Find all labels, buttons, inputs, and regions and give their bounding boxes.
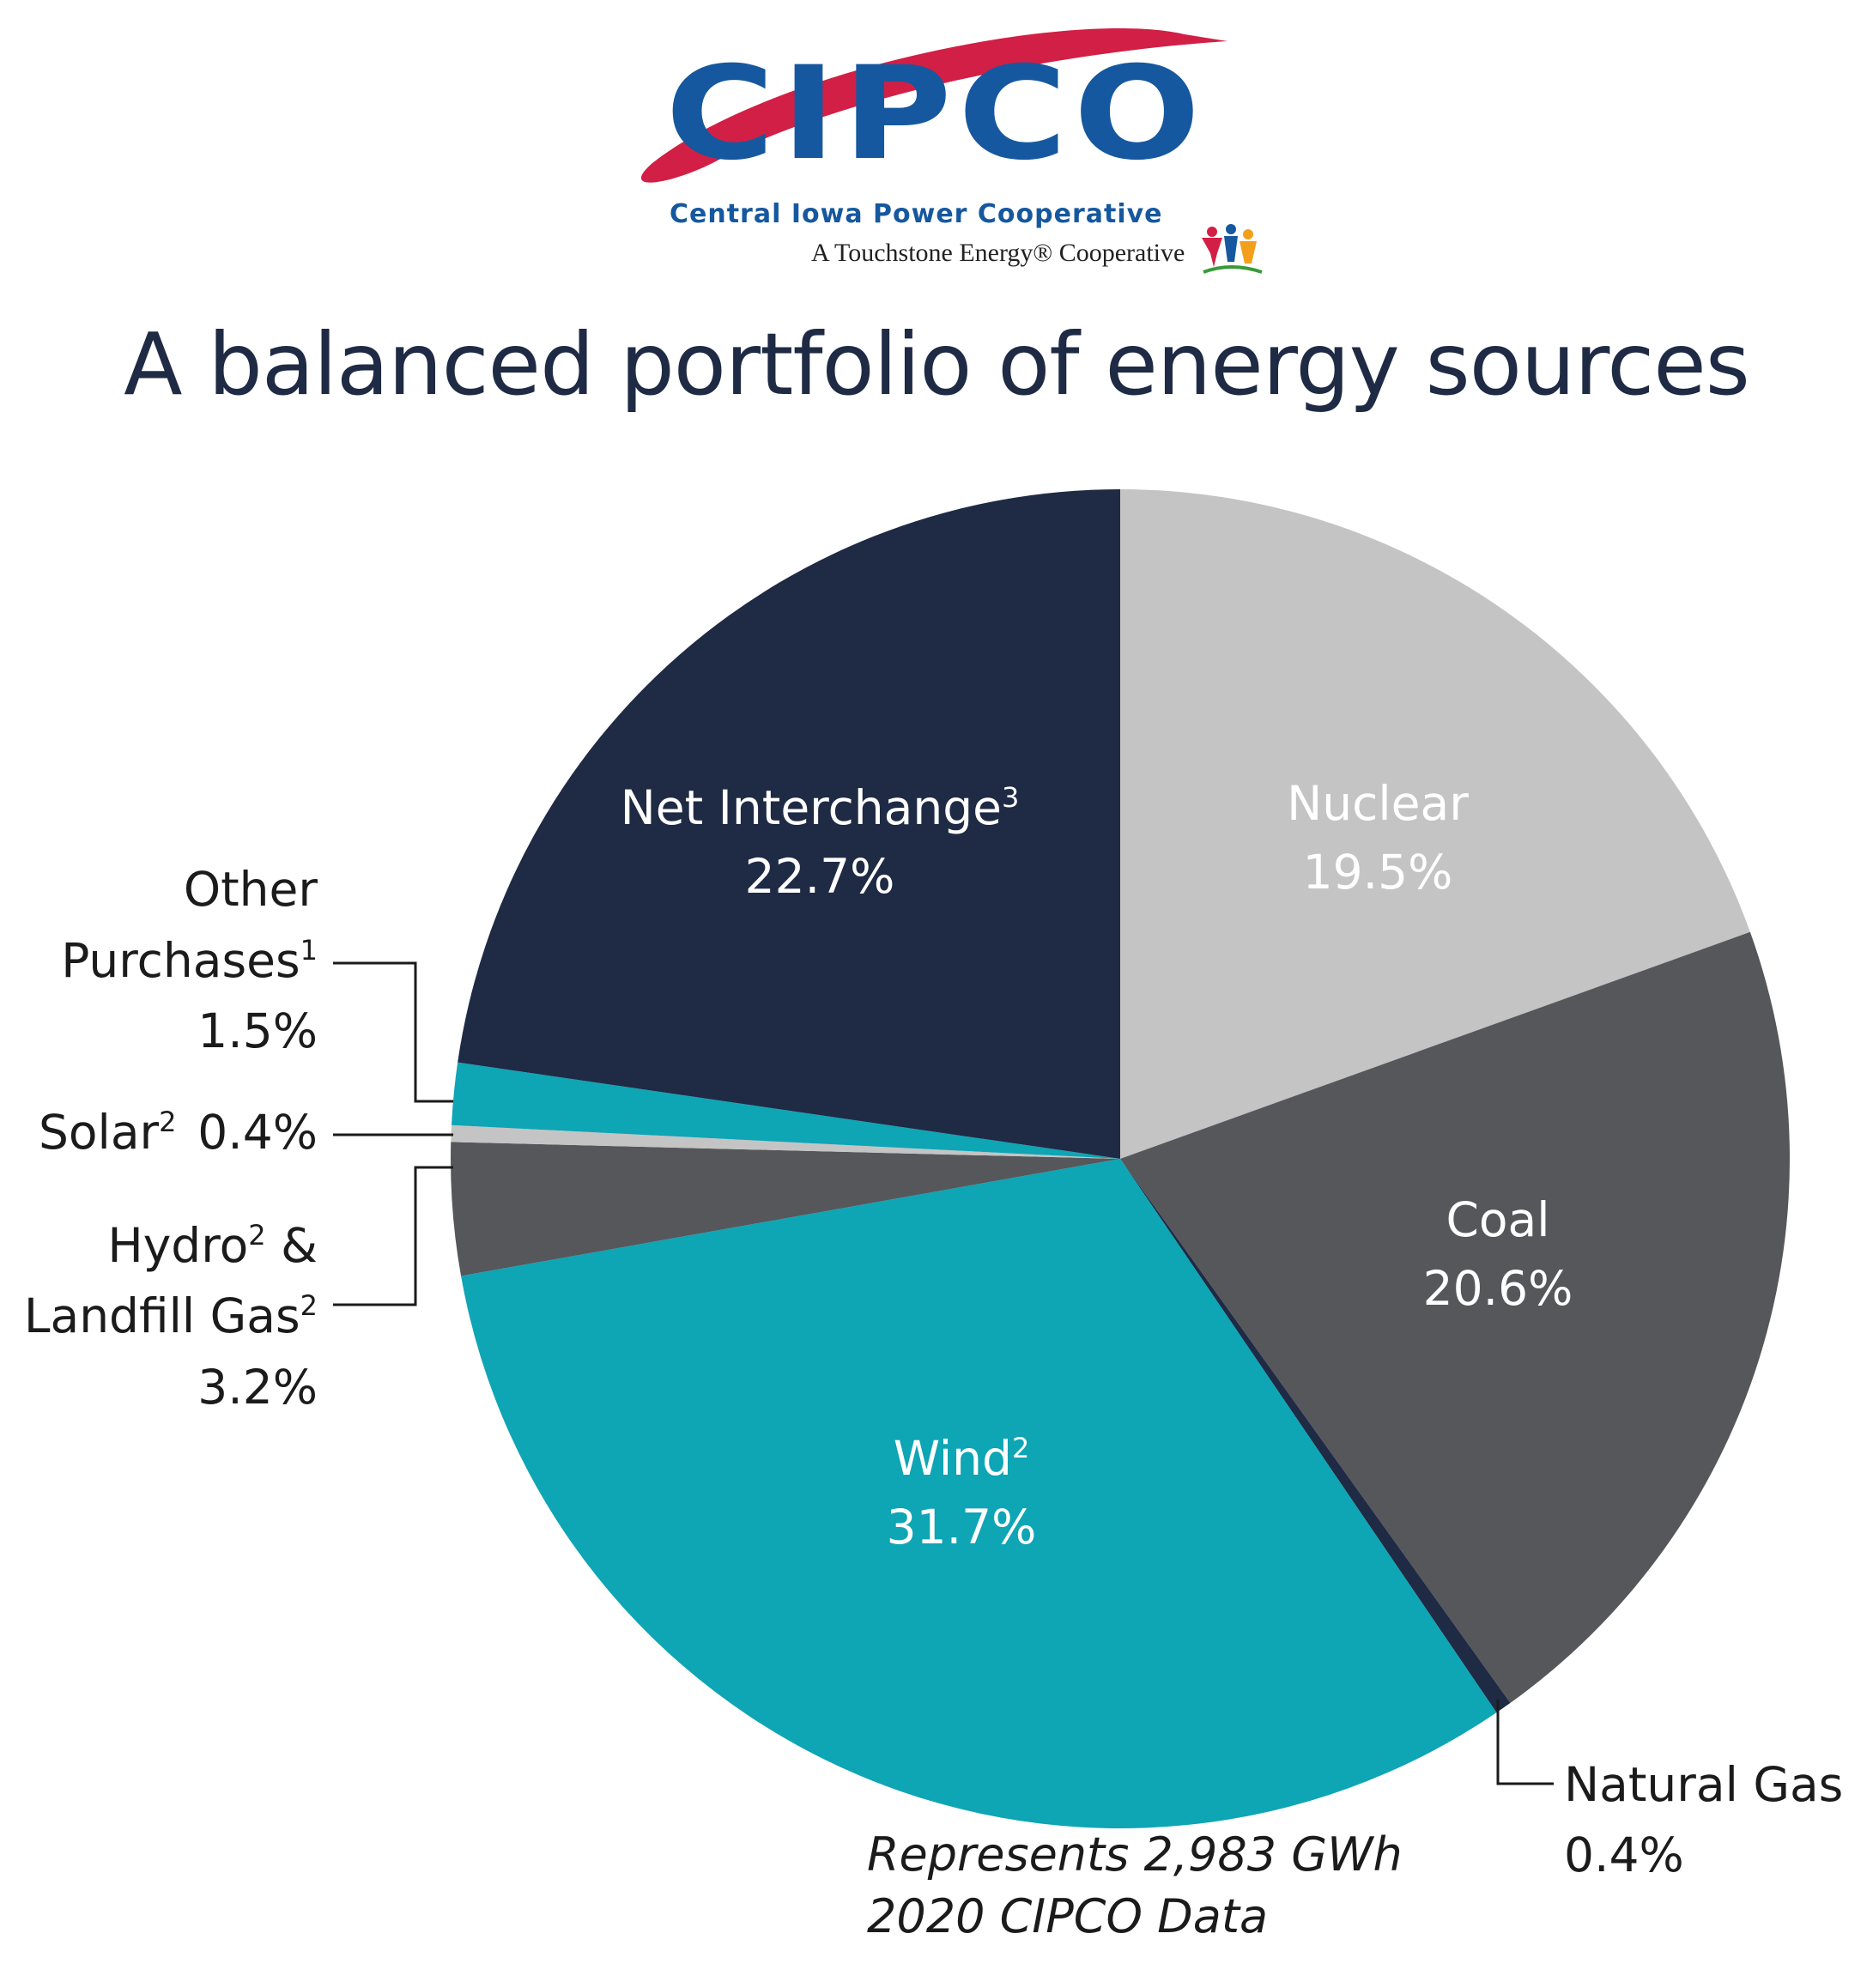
value-other-purchases: 1.5% [197,1003,318,1058]
slice-label-net-interchange: Net Interchange3 [621,780,1020,835]
logo-subtitle: Central Iowa Power Cooperative [670,199,1163,229]
chart-title: A balanced portfolio of energy sources [124,314,1750,415]
logo-wordmark: CIPCO [665,39,1207,189]
value-hydro-landfill: 3.2% [197,1360,318,1415]
label-solar: Solar2 [39,1105,177,1160]
pie-slice-coal [1120,931,1790,1703]
slice-value-nuclear: 19.5% [1303,845,1453,900]
value-solar: 0.4% [197,1105,318,1160]
slice-value-coal: 20.6% [1423,1261,1573,1316]
leader-line-natural-gas [1496,1700,1554,1785]
logo-tagline: A Touchstone Energy® Cooperative [811,239,1185,267]
footnote: Represents 2,983 GWh 2020 CIPCO Data [867,1824,1403,1948]
pie-slice-natural-gas [1120,1159,1511,1713]
value-natural-gas: 0.4% [1564,1827,1684,1882]
slice-label-wind: Wind2 [894,1431,1030,1486]
slice-value-net-interchange: 22.7% [745,849,895,904]
pie-slice-net-interchange [458,489,1120,1159]
slice-value-wind: 31.7% [887,1500,1037,1555]
label-other-line2: Purchases1 [61,933,318,988]
pie-slice-hydro-landfill-gas [451,1142,1120,1276]
label-hydro-line1: Hydro2 & [107,1218,318,1273]
footnote-line-1: Represents 2,983 GWh [867,1827,1403,1882]
slice-label-nuclear: Nuclear [1287,776,1469,831]
pie-slice-wind [461,1159,1497,1828]
pie-slice-other-purchases [451,1062,1120,1159]
label-natural-gas: Natural Gas [1564,1757,1843,1812]
swoosh-icon [640,28,1227,183]
label-hydro-line2: Landfill Gas2 [24,1288,318,1343]
leader-line-hydro [333,1166,453,1306]
pie-slice-nuclear [1120,489,1750,1159]
label-other-line1: Other [184,862,318,917]
footnote-line-2: 2020 CIPCO Data [867,1889,1269,1943]
slice-label-coal: Coal [1446,1192,1549,1247]
pie-slice-solar [451,1124,1120,1159]
leader-line-other-purchases [333,961,453,1103]
